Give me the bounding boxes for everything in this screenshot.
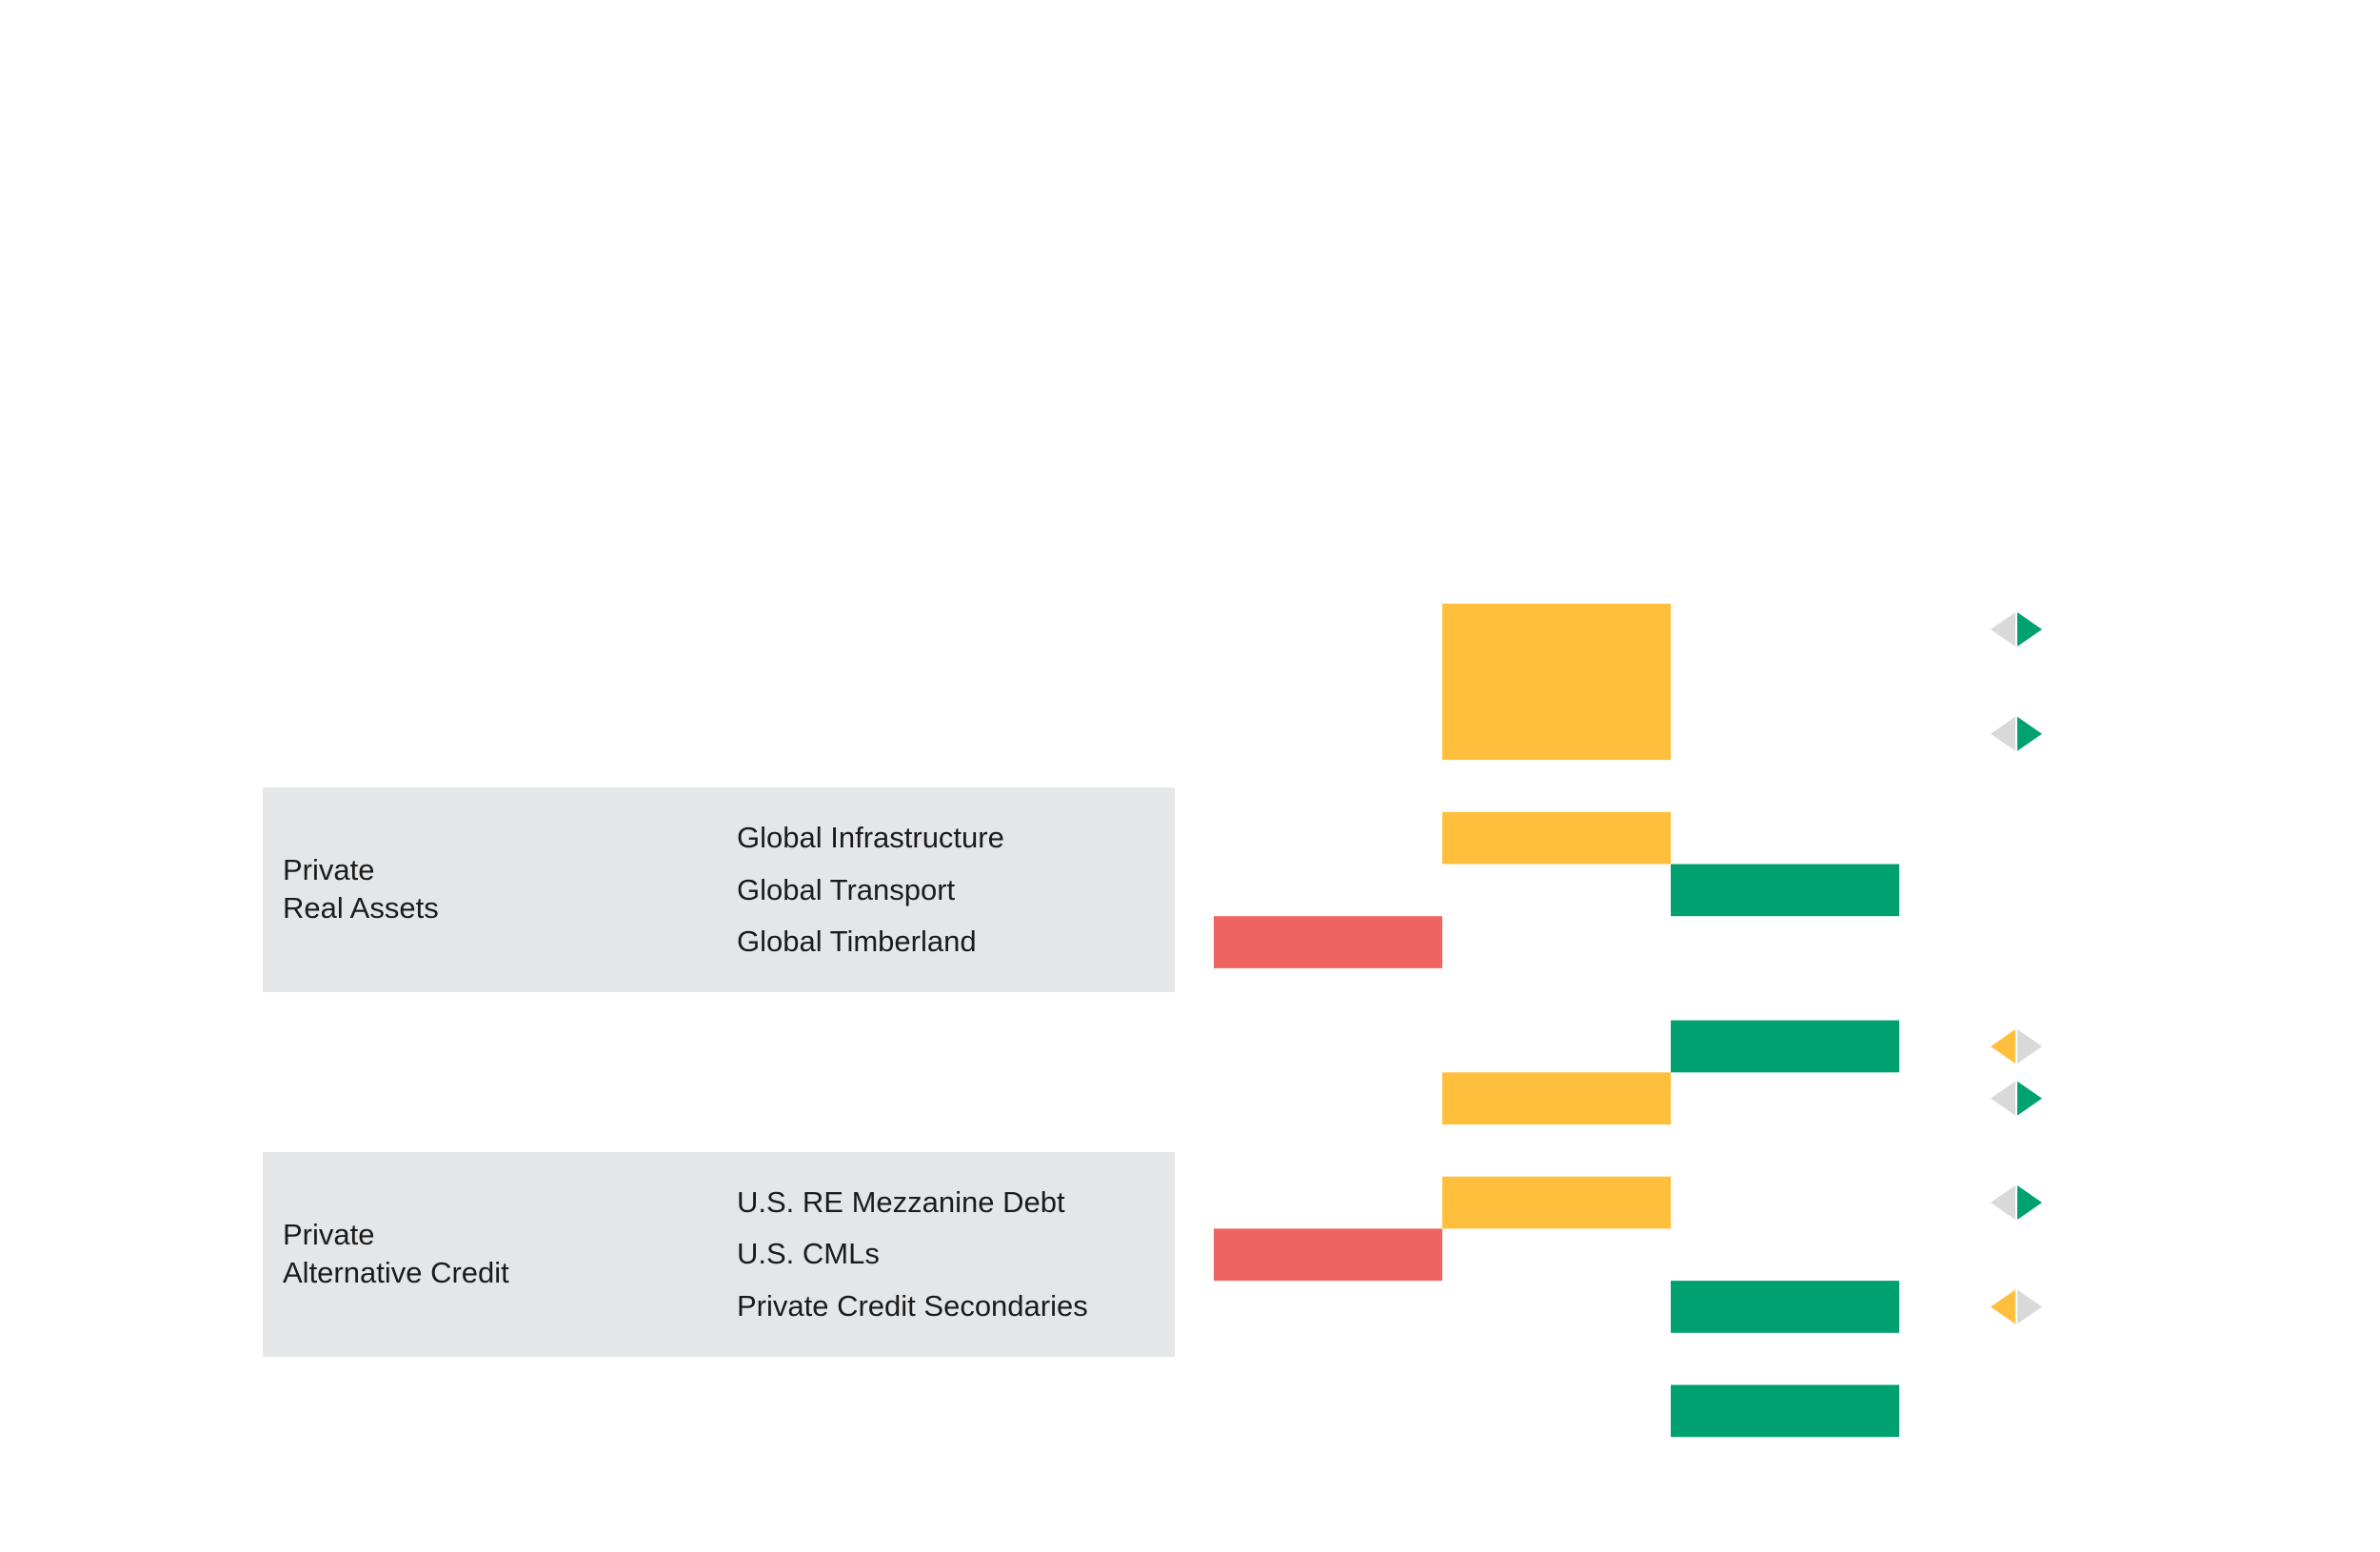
arrow-right-icon [2017,1289,2042,1324]
arrow-right-icon [2017,716,2042,751]
group-label: Private Alternative Credit [283,1216,509,1292]
row-label: Global Timberland [737,925,977,959]
rating-bar [1442,1072,1671,1124]
group-label-line: Private [283,853,375,887]
group-label-line: Private [283,1218,375,1252]
change-down-icon [1991,1028,2042,1064]
rating-bar [1214,1228,1442,1282]
row-label: Global Transport [737,872,956,906]
rating-bar [1442,1176,1671,1229]
group-box: Private Real Assets [263,786,1175,992]
row-label: Private Credit Secondaries [737,1289,1088,1323]
rating-bar [1671,1281,1899,1333]
change-up-icon [1991,1081,2042,1116]
arrow-left-icon [1991,1081,2015,1116]
arrow-right-icon [2017,1185,2042,1221]
arrow-right-icon [2017,1028,2042,1064]
rating-bar [1442,811,1671,865]
arrow-left-icon [1991,612,2015,647]
rating-bar [1671,864,1899,917]
row-label: U.S. CMLs [737,1237,880,1271]
arrow-left-icon [1991,1185,2015,1221]
group-label-line: Alternative Credit [283,1256,509,1290]
arrow-right-icon [2017,1081,2042,1116]
rating-bar [1671,1384,1899,1438]
rating-bar [1214,916,1442,968]
change-up-icon [1991,716,2042,751]
arrow-left-icon [1991,1289,2015,1324]
change-up-icon [1991,612,2042,647]
rating-bar [1442,604,1671,761]
row-label: U.S. RE Mezzanine Debt [737,1184,1065,1219]
arrow-left-icon [1991,716,2015,751]
group-label-line: Real Assets [283,891,439,925]
arrow-left-icon [1991,1028,2015,1064]
arrow-right-icon [2017,612,2042,647]
change-down-icon [1991,1289,2042,1324]
rating-bar [1671,1020,1899,1073]
row-label: Global Infrastructure [737,820,1004,854]
change-up-icon [1991,1185,2042,1221]
group-box: Private Alternative Credit [263,1151,1175,1357]
group-label: Private Real Assets [283,851,439,927]
